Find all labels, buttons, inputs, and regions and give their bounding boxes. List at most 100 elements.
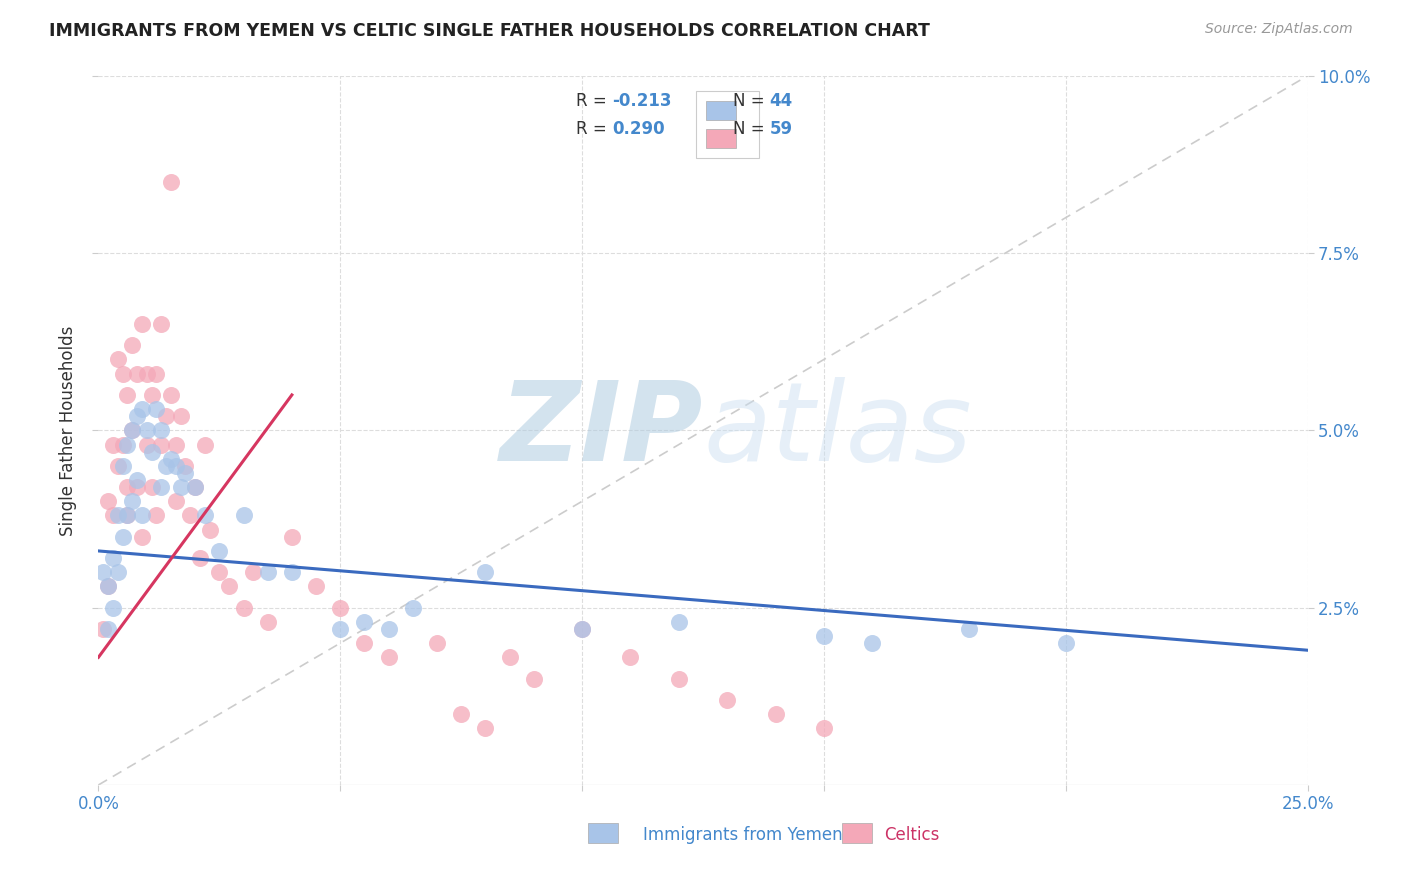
Point bbox=[145, 402, 167, 417]
Point bbox=[101, 437, 124, 451]
Point bbox=[160, 388, 183, 402]
Point bbox=[150, 480, 173, 494]
Text: 0.290: 0.290 bbox=[613, 120, 665, 138]
Point bbox=[165, 437, 187, 451]
Text: Immigrants from Yemen: Immigrants from Yemen bbox=[643, 826, 842, 844]
Point bbox=[184, 480, 207, 494]
Point bbox=[155, 409, 177, 424]
Point bbox=[141, 444, 163, 458]
Point bbox=[117, 437, 139, 451]
Point bbox=[127, 367, 149, 381]
Point bbox=[450, 706, 472, 721]
Point bbox=[218, 579, 240, 593]
Point bbox=[131, 530, 153, 544]
Point bbox=[329, 600, 352, 615]
Text: -0.213: -0.213 bbox=[613, 92, 672, 110]
Point bbox=[160, 451, 183, 466]
Point bbox=[668, 615, 690, 629]
Point bbox=[101, 600, 124, 615]
Point bbox=[111, 437, 134, 451]
Point bbox=[135, 423, 157, 437]
Point bbox=[117, 508, 139, 523]
Point bbox=[150, 317, 173, 331]
Point bbox=[107, 352, 129, 367]
Point bbox=[198, 523, 221, 537]
Text: N =: N = bbox=[734, 92, 770, 110]
Point bbox=[474, 566, 496, 580]
Text: atlas: atlas bbox=[703, 377, 972, 483]
Point bbox=[121, 494, 143, 508]
Point bbox=[256, 566, 278, 580]
Point bbox=[169, 480, 191, 494]
Point bbox=[111, 458, 134, 473]
Point bbox=[107, 508, 129, 523]
Point bbox=[107, 458, 129, 473]
Point bbox=[498, 650, 520, 665]
Point bbox=[131, 508, 153, 523]
Point bbox=[117, 508, 139, 523]
Point bbox=[121, 423, 143, 437]
Point bbox=[402, 600, 425, 615]
Point bbox=[1054, 636, 1077, 650]
Point bbox=[155, 458, 177, 473]
Point bbox=[813, 721, 835, 735]
Point bbox=[716, 693, 738, 707]
Point bbox=[127, 473, 149, 487]
Point bbox=[111, 530, 134, 544]
Point bbox=[377, 622, 399, 636]
Point bbox=[165, 458, 187, 473]
Point bbox=[377, 650, 399, 665]
FancyBboxPatch shape bbox=[588, 823, 619, 843]
Point bbox=[97, 579, 120, 593]
Point bbox=[860, 636, 883, 650]
Point bbox=[765, 706, 787, 721]
Point bbox=[160, 175, 183, 189]
Point bbox=[91, 622, 114, 636]
Point bbox=[145, 367, 167, 381]
Point bbox=[107, 566, 129, 580]
Point bbox=[97, 494, 120, 508]
Point bbox=[194, 437, 217, 451]
Text: IMMIGRANTS FROM YEMEN VS CELTIC SINGLE FATHER HOUSEHOLDS CORRELATION CHART: IMMIGRANTS FROM YEMEN VS CELTIC SINGLE F… bbox=[49, 22, 931, 40]
Point bbox=[169, 409, 191, 424]
FancyBboxPatch shape bbox=[842, 823, 872, 843]
Text: ZIP: ZIP bbox=[499, 377, 703, 483]
Point bbox=[97, 579, 120, 593]
Point bbox=[117, 388, 139, 402]
Point bbox=[232, 600, 254, 615]
Point bbox=[131, 402, 153, 417]
Point bbox=[127, 480, 149, 494]
Point bbox=[474, 721, 496, 735]
Text: R =: R = bbox=[576, 92, 612, 110]
Point bbox=[208, 566, 231, 580]
Point bbox=[619, 650, 641, 665]
Point bbox=[101, 508, 124, 523]
Point bbox=[329, 622, 352, 636]
Text: Source: ZipAtlas.com: Source: ZipAtlas.com bbox=[1205, 22, 1353, 37]
Point bbox=[135, 437, 157, 451]
Point bbox=[150, 423, 173, 437]
Point bbox=[571, 622, 593, 636]
Text: N =: N = bbox=[734, 120, 770, 138]
Point bbox=[165, 494, 187, 508]
Point bbox=[305, 579, 328, 593]
Point bbox=[91, 566, 114, 580]
Point bbox=[141, 388, 163, 402]
Y-axis label: Single Father Households: Single Father Households bbox=[59, 326, 77, 535]
Point bbox=[194, 508, 217, 523]
Point bbox=[111, 367, 134, 381]
Text: R =: R = bbox=[576, 120, 612, 138]
Point bbox=[957, 622, 980, 636]
Point bbox=[117, 480, 139, 494]
Point bbox=[188, 551, 211, 566]
Point bbox=[150, 437, 173, 451]
Point bbox=[232, 508, 254, 523]
Point bbox=[208, 544, 231, 558]
Point bbox=[141, 480, 163, 494]
Point bbox=[121, 338, 143, 352]
Point bbox=[256, 615, 278, 629]
Point bbox=[174, 466, 197, 480]
Point bbox=[135, 367, 157, 381]
Point bbox=[242, 566, 264, 580]
Point bbox=[523, 672, 546, 686]
